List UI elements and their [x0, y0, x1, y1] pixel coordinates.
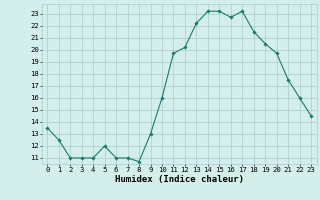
X-axis label: Humidex (Indice chaleur): Humidex (Indice chaleur)	[115, 175, 244, 184]
